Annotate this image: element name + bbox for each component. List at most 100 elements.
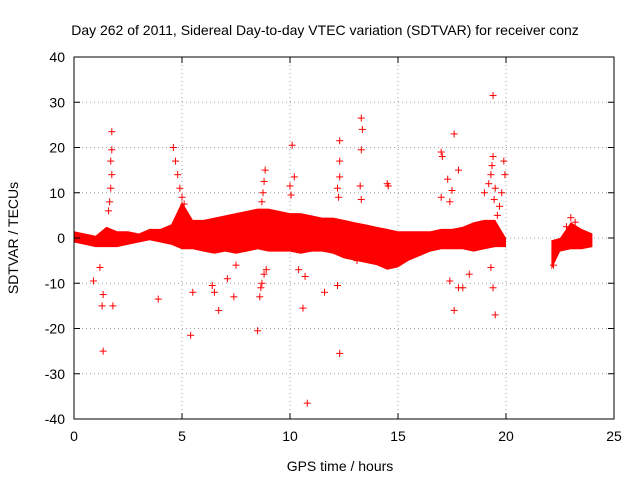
data-point bbox=[288, 141, 296, 149]
cluster-band bbox=[551, 222, 593, 270]
data-point bbox=[438, 153, 446, 161]
y-axis-label: SDTVAR / TECUs bbox=[5, 182, 21, 294]
data-point bbox=[465, 270, 473, 278]
cluster-band bbox=[74, 201, 506, 270]
data-point bbox=[260, 177, 268, 185]
x-tick-label: 15 bbox=[390, 428, 406, 444]
data-point bbox=[223, 275, 231, 283]
data-point bbox=[107, 157, 115, 165]
data-point bbox=[98, 302, 106, 310]
data-point bbox=[444, 175, 452, 183]
data-point bbox=[487, 263, 495, 271]
data-point bbox=[301, 272, 309, 280]
data-point bbox=[286, 182, 294, 190]
data-point bbox=[459, 284, 467, 292]
data-point bbox=[258, 198, 266, 206]
data-point bbox=[257, 284, 265, 292]
data-point bbox=[487, 171, 495, 179]
tick-labels: 0 5 10 15 20 25 -40 -30 -20 -10 0 10 20 30 40 bbox=[45, 49, 622, 444]
data-point bbox=[489, 153, 497, 161]
data-point bbox=[357, 196, 365, 204]
data-point bbox=[480, 189, 488, 197]
data-point bbox=[258, 279, 266, 287]
data-point bbox=[567, 214, 575, 222]
data-point bbox=[358, 125, 366, 133]
x-tick-label: 5 bbox=[178, 428, 186, 444]
data-point bbox=[109, 302, 117, 310]
chart-title: Day 262 of 2011, Sidereal Day-to-day VTE… bbox=[71, 22, 579, 38]
data-point bbox=[215, 306, 223, 314]
data-point bbox=[489, 284, 497, 292]
data-point bbox=[357, 146, 365, 154]
x-tick-label: 10 bbox=[282, 428, 298, 444]
data-point bbox=[336, 173, 344, 181]
data-point bbox=[187, 331, 195, 339]
axis-ticks bbox=[73, 56, 615, 420]
data-point bbox=[450, 306, 458, 314]
data-point bbox=[334, 184, 342, 192]
data-point bbox=[178, 193, 186, 201]
data-point bbox=[172, 157, 180, 165]
data-point bbox=[169, 144, 177, 151]
data-point bbox=[357, 114, 365, 122]
data-point bbox=[437, 148, 445, 156]
data-point bbox=[259, 189, 267, 197]
y-tick-label: 30 bbox=[49, 94, 65, 110]
data-point bbox=[262, 266, 270, 274]
data-point bbox=[335, 193, 343, 201]
data-point bbox=[446, 277, 454, 285]
data-point bbox=[261, 166, 269, 174]
data-point bbox=[295, 266, 303, 274]
y-tick-label: 0 bbox=[57, 230, 65, 246]
y-tick-label: -20 bbox=[45, 321, 65, 337]
x-tick-label: 20 bbox=[498, 428, 514, 444]
x-axis-label: GPS time / hours bbox=[287, 458, 394, 474]
data-point bbox=[299, 304, 307, 312]
data-point bbox=[208, 282, 216, 290]
data-point bbox=[108, 146, 116, 154]
x-tick-label: 25 bbox=[606, 428, 622, 444]
data-point bbox=[336, 349, 344, 357]
data-point bbox=[99, 291, 107, 299]
data-point bbox=[210, 288, 218, 296]
data-point bbox=[450, 130, 458, 138]
y-tick-label: 10 bbox=[49, 185, 65, 201]
data-point bbox=[550, 261, 558, 269]
y-tick-label: -10 bbox=[45, 275, 65, 291]
y-tick-label: -40 bbox=[45, 411, 65, 427]
data-point bbox=[485, 180, 493, 188]
data-point bbox=[232, 261, 240, 269]
data-point bbox=[488, 162, 496, 170]
data-point bbox=[498, 189, 506, 197]
data-point bbox=[107, 184, 115, 192]
data-point bbox=[260, 270, 268, 278]
data-point bbox=[356, 182, 364, 190]
data-point bbox=[254, 327, 262, 335]
data-point bbox=[491, 184, 499, 192]
data-point bbox=[448, 186, 456, 194]
data-point bbox=[287, 191, 295, 199]
data-point bbox=[174, 171, 182, 179]
data-point bbox=[180, 200, 188, 208]
data-point bbox=[489, 91, 497, 99]
x-tick-label: 0 bbox=[70, 428, 78, 444]
data-point bbox=[500, 157, 508, 165]
data-point bbox=[496, 202, 504, 210]
data-point bbox=[446, 198, 454, 206]
data-point bbox=[321, 288, 329, 296]
data-marks bbox=[74, 91, 593, 407]
data-point bbox=[562, 223, 570, 231]
data-point bbox=[334, 282, 342, 290]
data-point bbox=[99, 347, 107, 355]
data-point bbox=[493, 211, 501, 219]
data-point bbox=[89, 277, 97, 285]
data-point bbox=[96, 263, 104, 271]
data-point bbox=[106, 198, 114, 206]
data-point bbox=[353, 257, 361, 265]
data-point bbox=[490, 196, 498, 204]
y-tick-label: -30 bbox=[45, 366, 65, 382]
data-point bbox=[303, 399, 311, 407]
data-point bbox=[189, 288, 197, 296]
data-point bbox=[571, 218, 579, 226]
